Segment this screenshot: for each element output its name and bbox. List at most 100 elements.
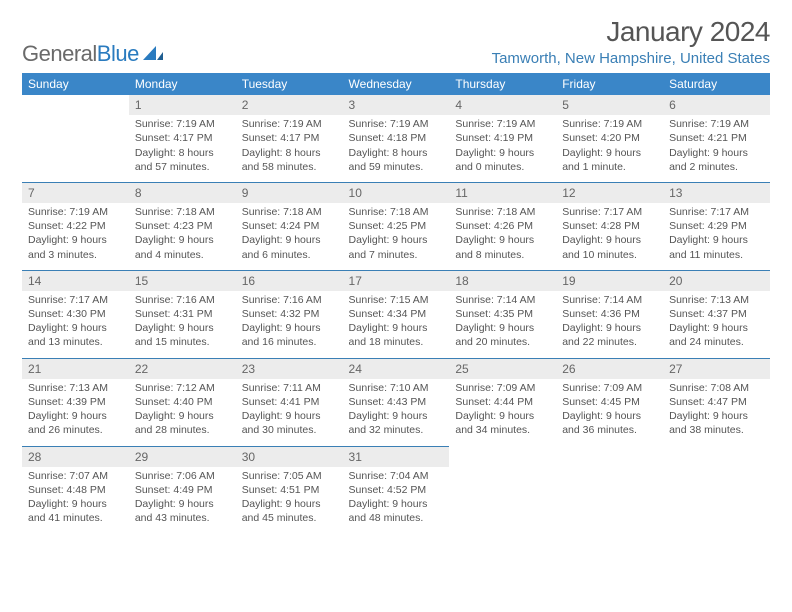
weekday-header: Wednesday xyxy=(343,73,450,95)
day-number: 26 xyxy=(556,358,663,379)
calendar-cell: 15Sunrise: 7:16 AMSunset: 4:31 PMDayligh… xyxy=(129,270,236,358)
brand-text: GeneralBlue xyxy=(22,41,139,67)
day-content: Sunrise: 7:09 AMSunset: 4:45 PMDaylight:… xyxy=(556,379,663,446)
location: Tamworth, New Hampshire, United States xyxy=(492,50,770,67)
day-number: 29 xyxy=(129,446,236,467)
day-content: Sunrise: 7:17 AMSunset: 4:28 PMDaylight:… xyxy=(556,203,663,270)
weekday-header: Monday xyxy=(129,73,236,95)
day-number: 3 xyxy=(343,95,450,115)
day-number: 21 xyxy=(22,358,129,379)
day-content: Sunrise: 7:18 AMSunset: 4:26 PMDaylight:… xyxy=(449,203,556,270)
calendar-cell: 27Sunrise: 7:08 AMSunset: 4:47 PMDayligh… xyxy=(663,358,770,446)
day-content: Sunrise: 7:04 AMSunset: 4:52 PMDaylight:… xyxy=(343,467,450,534)
weekday-header: Tuesday xyxy=(236,73,343,95)
day-number: 10 xyxy=(343,182,450,203)
calendar-cell: 7Sunrise: 7:19 AMSunset: 4:22 PMDaylight… xyxy=(22,182,129,270)
day-content: Sunrise: 7:13 AMSunset: 4:37 PMDaylight:… xyxy=(663,291,770,358)
weekday-header: Saturday xyxy=(663,73,770,95)
calendar-cell: 12Sunrise: 7:17 AMSunset: 4:28 PMDayligh… xyxy=(556,182,663,270)
calendar-cell: 4Sunrise: 7:19 AMSunset: 4:19 PMDaylight… xyxy=(449,95,556,182)
calendar-cell: 25Sunrise: 7:09 AMSunset: 4:44 PMDayligh… xyxy=(449,358,556,446)
calendar-cell: 28Sunrise: 7:07 AMSunset: 4:48 PMDayligh… xyxy=(22,446,129,534)
calendar-cell: 1Sunrise: 7:19 AMSunset: 4:17 PMDaylight… xyxy=(129,95,236,182)
day-number: 13 xyxy=(663,182,770,203)
day-content: Sunrise: 7:19 AMSunset: 4:20 PMDaylight:… xyxy=(556,115,663,182)
day-number: 24 xyxy=(343,358,450,379)
day-number: 17 xyxy=(343,270,450,291)
calendar-cell: . xyxy=(22,95,129,182)
day-number: 11 xyxy=(449,182,556,203)
day-content: Sunrise: 7:19 AMSunset: 4:17 PMDaylight:… xyxy=(129,115,236,182)
day-number: 25 xyxy=(449,358,556,379)
day-number: 8 xyxy=(129,182,236,203)
calendar-cell: 2Sunrise: 7:19 AMSunset: 4:17 PMDaylight… xyxy=(236,95,343,182)
day-content: Sunrise: 7:17 AMSunset: 4:30 PMDaylight:… xyxy=(22,291,129,358)
day-content: Sunrise: 7:07 AMSunset: 4:48 PMDaylight:… xyxy=(22,467,129,534)
day-content: Sunrise: 7:14 AMSunset: 4:35 PMDaylight:… xyxy=(449,291,556,358)
title-block: January 2024 Tamworth, New Hampshire, Un… xyxy=(492,16,770,67)
calendar-cell: 20Sunrise: 7:13 AMSunset: 4:37 PMDayligh… xyxy=(663,270,770,358)
calendar-cell: 17Sunrise: 7:15 AMSunset: 4:34 PMDayligh… xyxy=(343,270,450,358)
day-number: 6 xyxy=(663,95,770,115)
day-content: Sunrise: 7:13 AMSunset: 4:39 PMDaylight:… xyxy=(22,379,129,446)
calendar-cell: 8Sunrise: 7:18 AMSunset: 4:23 PMDaylight… xyxy=(129,182,236,270)
day-number: 15 xyxy=(129,270,236,291)
day-content: Sunrise: 7:09 AMSunset: 4:44 PMDaylight:… xyxy=(449,379,556,446)
calendar-cell: 19Sunrise: 7:14 AMSunset: 4:36 PMDayligh… xyxy=(556,270,663,358)
weekday-header: Thursday xyxy=(449,73,556,95)
day-content: Sunrise: 7:05 AMSunset: 4:51 PMDaylight:… xyxy=(236,467,343,534)
calendar-week-row: 7Sunrise: 7:19 AMSunset: 4:22 PMDaylight… xyxy=(22,182,770,270)
header: GeneralBlue January 2024 Tamworth, New H… xyxy=(22,16,770,67)
day-number: 19 xyxy=(556,270,663,291)
day-number: 27 xyxy=(663,358,770,379)
day-number: 12 xyxy=(556,182,663,203)
day-content: Sunrise: 7:08 AMSunset: 4:47 PMDaylight:… xyxy=(663,379,770,446)
day-number: 4 xyxy=(449,95,556,115)
day-content: Sunrise: 7:17 AMSunset: 4:29 PMDaylight:… xyxy=(663,203,770,270)
calendar-cell: 24Sunrise: 7:10 AMSunset: 4:43 PMDayligh… xyxy=(343,358,450,446)
calendar-cell: 5Sunrise: 7:19 AMSunset: 4:20 PMDaylight… xyxy=(556,95,663,182)
day-content: Sunrise: 7:19 AMSunset: 4:19 PMDaylight:… xyxy=(449,115,556,182)
calendar-cell: 23Sunrise: 7:11 AMSunset: 4:41 PMDayligh… xyxy=(236,358,343,446)
calendar-week-row: 14Sunrise: 7:17 AMSunset: 4:30 PMDayligh… xyxy=(22,270,770,358)
day-number: 16 xyxy=(236,270,343,291)
calendar-cell: 9Sunrise: 7:18 AMSunset: 4:24 PMDaylight… xyxy=(236,182,343,270)
calendar-cell: 22Sunrise: 7:12 AMSunset: 4:40 PMDayligh… xyxy=(129,358,236,446)
month-title: January 2024 xyxy=(492,16,770,48)
day-content: Sunrise: 7:16 AMSunset: 4:31 PMDaylight:… xyxy=(129,291,236,358)
day-content: Sunrise: 7:18 AMSunset: 4:23 PMDaylight:… xyxy=(129,203,236,270)
calendar-cell: . xyxy=(663,446,770,534)
day-content: Sunrise: 7:18 AMSunset: 4:25 PMDaylight:… xyxy=(343,203,450,270)
day-content: Sunrise: 7:19 AMSunset: 4:18 PMDaylight:… xyxy=(343,115,450,182)
day-content: Sunrise: 7:06 AMSunset: 4:49 PMDaylight:… xyxy=(129,467,236,534)
day-number: 5 xyxy=(556,95,663,115)
day-number: 2 xyxy=(236,95,343,115)
day-content: Sunrise: 7:12 AMSunset: 4:40 PMDaylight:… xyxy=(129,379,236,446)
day-number: 28 xyxy=(22,446,129,467)
calendar-cell: 31Sunrise: 7:04 AMSunset: 4:52 PMDayligh… xyxy=(343,446,450,534)
calendar-body: .1Sunrise: 7:19 AMSunset: 4:17 PMDayligh… xyxy=(22,95,770,533)
day-number: 1 xyxy=(129,95,236,115)
day-number: 7 xyxy=(22,182,129,203)
day-number: 30 xyxy=(236,446,343,467)
brand-part2: Blue xyxy=(97,41,139,66)
day-content: Sunrise: 7:10 AMSunset: 4:43 PMDaylight:… xyxy=(343,379,450,446)
calendar-cell: 16Sunrise: 7:16 AMSunset: 4:32 PMDayligh… xyxy=(236,270,343,358)
brand-sail-icon xyxy=(143,46,163,60)
day-number: 23 xyxy=(236,358,343,379)
brand-logo: GeneralBlue xyxy=(22,35,163,67)
day-content: Sunrise: 7:19 AMSunset: 4:17 PMDaylight:… xyxy=(236,115,343,182)
calendar-cell: 11Sunrise: 7:18 AMSunset: 4:26 PMDayligh… xyxy=(449,182,556,270)
calendar-cell: . xyxy=(556,446,663,534)
weekday-header: Sunday xyxy=(22,73,129,95)
brand-part1: General xyxy=(22,41,97,66)
calendar-cell: 3Sunrise: 7:19 AMSunset: 4:18 PMDaylight… xyxy=(343,95,450,182)
calendar-cell: 21Sunrise: 7:13 AMSunset: 4:39 PMDayligh… xyxy=(22,358,129,446)
calendar-cell: 18Sunrise: 7:14 AMSunset: 4:35 PMDayligh… xyxy=(449,270,556,358)
day-number: 18 xyxy=(449,270,556,291)
day-number: 22 xyxy=(129,358,236,379)
calendar-week-row: 21Sunrise: 7:13 AMSunset: 4:39 PMDayligh… xyxy=(22,358,770,446)
calendar-week-row: 28Sunrise: 7:07 AMSunset: 4:48 PMDayligh… xyxy=(22,446,770,534)
day-content: Sunrise: 7:14 AMSunset: 4:36 PMDaylight:… xyxy=(556,291,663,358)
calendar-table: SundayMondayTuesdayWednesdayThursdayFrid… xyxy=(22,73,770,533)
